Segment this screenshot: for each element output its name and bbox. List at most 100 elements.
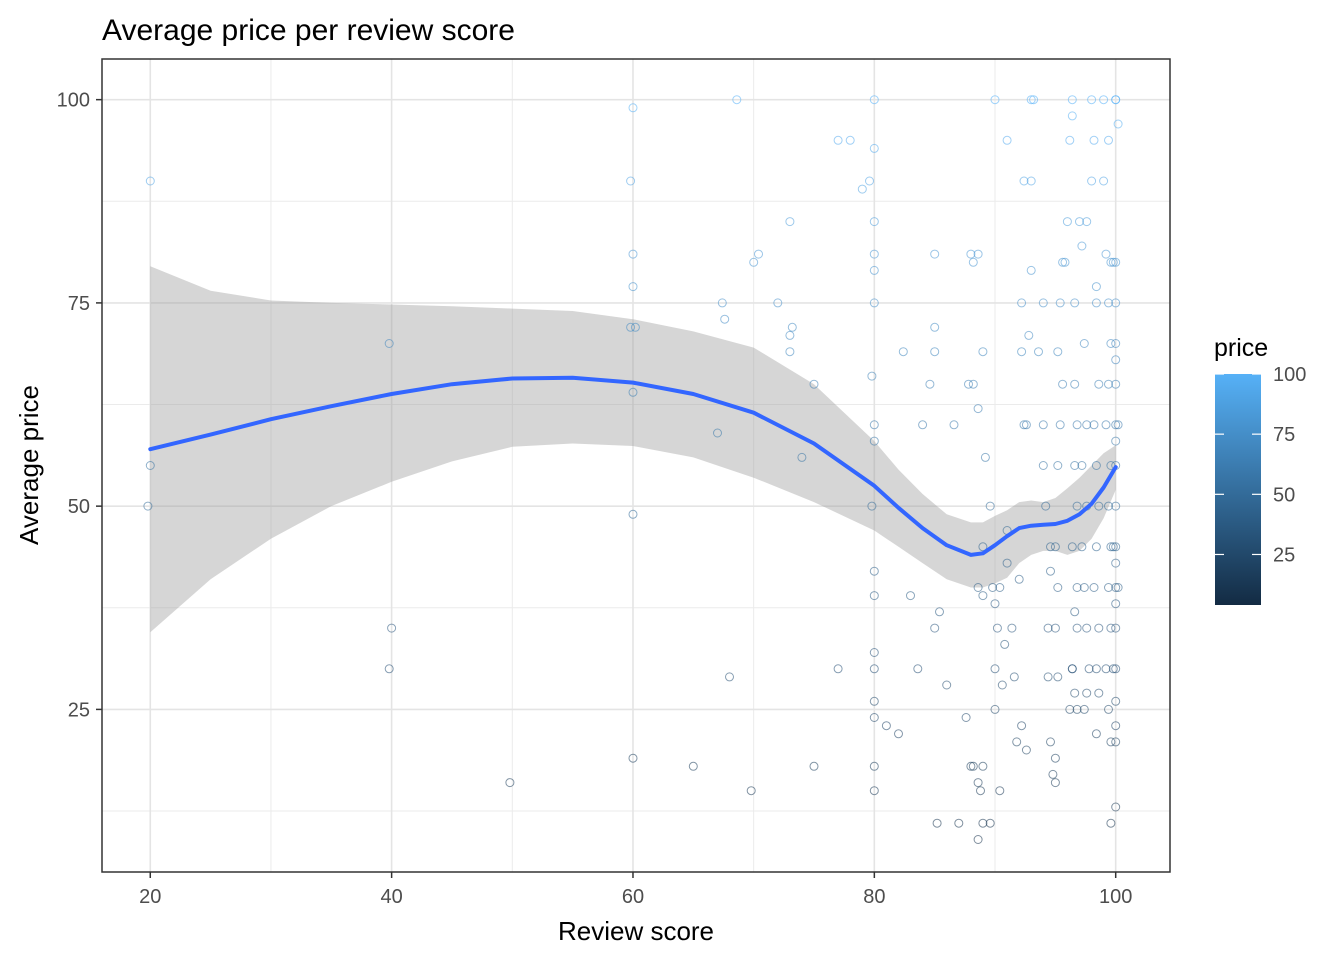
data-point [978, 818, 988, 828]
data-point [1106, 623, 1116, 633]
data-point [869, 713, 879, 722]
y-tick-label: 100 [57, 90, 90, 112]
data-point [1053, 672, 1063, 682]
data-point [1046, 566, 1055, 576]
data-point [1017, 298, 1027, 308]
data-point [717, 298, 727, 308]
data-point [1058, 379, 1068, 389]
data-point [1050, 778, 1060, 788]
data-point [1038, 420, 1048, 430]
data-point [1111, 721, 1121, 731]
data-point [966, 761, 976, 771]
data-point [930, 623, 940, 633]
data-point [1111, 339, 1121, 348]
data-point [990, 95, 1000, 105]
data-point [1002, 558, 1012, 568]
data-point [869, 420, 879, 430]
data-point [1072, 501, 1082, 511]
data-point [1082, 688, 1092, 698]
data-point [1009, 672, 1019, 682]
data-point [973, 835, 983, 844]
data-point [869, 786, 879, 796]
data-point [1067, 664, 1077, 674]
data-point [749, 257, 759, 267]
data-point [773, 298, 783, 308]
x-tick-label: 80 [863, 886, 885, 908]
data-point [688, 761, 698, 771]
data-point [867, 371, 877, 381]
data-point [145, 176, 155, 186]
data-point [930, 249, 940, 259]
data-point [869, 436, 879, 446]
data-point [628, 387, 638, 397]
data-point [1111, 420, 1121, 430]
data-point [1108, 664, 1118, 674]
data-point [1070, 688, 1080, 698]
data-point [1029, 95, 1039, 105]
data-point [973, 404, 983, 414]
data-point [384, 664, 394, 674]
data-point [1026, 176, 1036, 186]
data-point [1000, 639, 1010, 649]
data-point [1111, 257, 1121, 267]
data-point [1111, 436, 1121, 446]
data-point [797, 452, 807, 462]
legend-colorbar [1215, 374, 1261, 605]
data-point [1079, 583, 1089, 592]
data-point [720, 314, 730, 324]
data-point [1055, 420, 1065, 430]
data-point [978, 591, 988, 601]
data-point [1111, 599, 1121, 609]
data-point [894, 729, 903, 739]
data-point [1091, 729, 1101, 739]
data-point [1043, 672, 1053, 682]
legend-label: 75 [1273, 424, 1295, 446]
data-point [995, 786, 1005, 796]
smooth-line [148, 375, 1118, 557]
data-point [1065, 135, 1075, 145]
data-point [942, 680, 952, 690]
data-point [997, 680, 1007, 690]
data-point [869, 591, 879, 601]
data-point [628, 509, 638, 519]
data-point [869, 298, 879, 308]
data-point [1017, 721, 1027, 731]
data-point [906, 591, 915, 601]
data-point [865, 176, 874, 186]
data-point [1048, 769, 1058, 779]
data-point [1089, 135, 1099, 145]
data-point [1111, 664, 1121, 674]
data-point [1050, 542, 1060, 552]
data-point [628, 753, 638, 763]
data-point [949, 420, 959, 430]
data-point [1079, 339, 1089, 348]
data-point [1104, 135, 1113, 145]
data-point [966, 249, 976, 259]
data-point [384, 339, 394, 348]
data-point [935, 607, 944, 617]
data-point [1111, 558, 1121, 568]
data-point [978, 761, 988, 771]
data-point [1024, 330, 1034, 340]
data-point [930, 322, 940, 332]
chart-title: Average price per review score [102, 14, 515, 47]
data-point [626, 176, 636, 186]
data-point [1091, 664, 1101, 674]
data-point [1111, 737, 1121, 747]
data-point [869, 566, 879, 576]
data-point [1091, 298, 1101, 308]
data-point [1038, 461, 1048, 470]
data-point [1055, 298, 1065, 308]
data-point [1043, 623, 1053, 633]
data-point [869, 696, 879, 706]
data-point [1094, 623, 1104, 633]
data-point [1111, 623, 1121, 633]
data-point [1062, 217, 1072, 227]
data-point [628, 103, 638, 113]
data-point [143, 501, 153, 511]
data-point [754, 249, 763, 259]
x-tick-label: 100 [1099, 886, 1132, 908]
data-point [1070, 298, 1080, 308]
data-point [1019, 420, 1029, 430]
